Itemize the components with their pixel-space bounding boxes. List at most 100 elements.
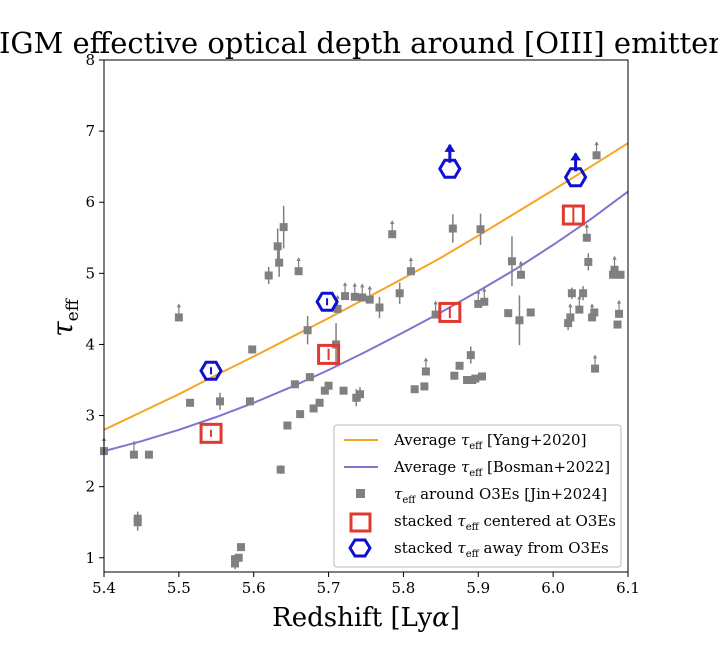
jin-point [609,270,618,279]
jin-point [315,398,324,407]
jin-point [216,397,225,406]
jin-limit-arrow-head [594,141,599,146]
jin-point [395,289,404,298]
jin-point [480,297,489,306]
jin-point [410,385,419,394]
plot-frame [103,59,629,573]
x-tick-label: 5.9 [466,579,490,597]
jin-point [584,257,593,266]
x-tick-label: 5.4 [92,579,116,597]
bosman-curve [103,190,629,453]
legend-label-bosman: Average τeff [Bosman+2022] [393,458,610,479]
jin-limit-arrow-head [335,294,340,299]
jin-point [283,421,292,430]
away-limit-arrow-head [570,152,581,161]
y-tick-label: 2 [85,478,95,496]
jin-point [303,326,312,335]
jin-limit-arrow-head [433,300,438,305]
axis-layer: 5.4 5.5 5.6 5.7 5.8 5.9 6.0 6.1 1 2 3 4 5 6 7 8 [85,51,639,597]
jin-point [276,465,285,474]
jin-limit-arrow-head [612,255,617,260]
jin-point [590,308,599,317]
jin-point [350,292,359,301]
jin-limit-arrow-head [592,354,598,359]
legend-jin-sub: eff [402,495,416,506]
legend-label-jin: τeff around O3Es [Jin+2024] [394,485,607,506]
jin-limit-arrow-head [518,260,524,265]
jin-point [515,316,524,325]
centered-point [317,343,341,365]
jin-point [504,309,513,318]
jin-limit-arrow-head [577,295,582,300]
legend-label-centered: stacked τeff centered at O3Es [394,512,616,533]
legend-away-sub: eff [466,549,480,560]
y-tick-label: 5 [85,264,95,282]
y-tick-label: 7 [85,122,95,140]
jin-limit-arrow-head [367,285,372,290]
jin-point [613,320,622,329]
jin-point [294,267,303,276]
jin-point [129,450,138,459]
jin-point [273,242,282,251]
jin-point [375,303,384,312]
jin-point [264,271,273,280]
jin-point [290,380,299,389]
y-tick-label: 3 [85,407,95,425]
jin-point [575,305,584,314]
jin-point [234,553,243,562]
legend-label-away: stacked τeff away from O3Es [394,539,609,560]
jin-point [309,404,318,413]
jin-point [476,225,485,234]
x-axis-label-main: Redshift [Ly [272,603,432,633]
away-point [438,158,462,179]
y-tick-label: 1 [85,549,95,567]
jin-limit-arrow-head [408,257,414,262]
legend-centered-sub: eff [466,522,480,533]
legend-centered-tau: τ [457,512,466,530]
legend-bosman-pre: Average [393,458,461,476]
jin-point [507,257,516,266]
series-layer [100,141,629,570]
x-axis-label-close: ] [450,603,460,633]
jin-limit-arrow-head [423,357,429,362]
legend-box [333,424,622,568]
jin-point [186,398,195,407]
jin-point [144,450,153,459]
jin-point [406,267,415,276]
jin-limit-arrow-head [352,282,357,287]
legend: Average τeff [Yang+2020] Average τeff [B… [333,424,622,568]
legend-away-tau: τ [457,539,466,557]
jin-limit-arrow-head [342,282,348,286]
jin-point [365,295,374,304]
jin-point [275,258,284,267]
chart-title: IGM effective optical depth around [OIII… [0,26,718,60]
away-point [315,291,339,312]
yang-curve [103,142,629,431]
legend-yang-post: [Yang+2020] [482,431,586,449]
y-tick-label: 6 [85,193,95,211]
away-point [563,167,588,188]
legend-label-yang: Average τeff [Yang+2020] [393,431,586,452]
jin-point [339,386,348,395]
jin-point [471,374,480,383]
jin-limit-arrow-head [616,299,622,304]
legend-bosman-post: [Bosman+2022] [482,458,610,476]
jin-point [296,410,305,419]
jin-point [478,372,487,381]
x-tick-label: 5.8 [391,579,415,597]
x-axis-label-greek: α [432,603,450,633]
jin-limit-arrow-head [360,283,365,288]
legend-bosman-tau: τ [461,458,470,476]
y-axis-label: τeff [46,297,83,337]
x-tick-label: 5.5 [167,579,191,597]
legend-away-pre: stacked [394,539,457,557]
legend-marker-jin [356,489,365,498]
legend-yang-pre: Average [393,431,461,449]
jin-point [516,270,525,279]
jin-point [320,386,329,395]
legend-away-post: away from O3Es [479,539,609,557]
jin-limit-arrow-head [131,440,137,445]
jin-point [421,367,430,376]
centered-point [438,301,462,323]
jin-point [582,233,591,242]
